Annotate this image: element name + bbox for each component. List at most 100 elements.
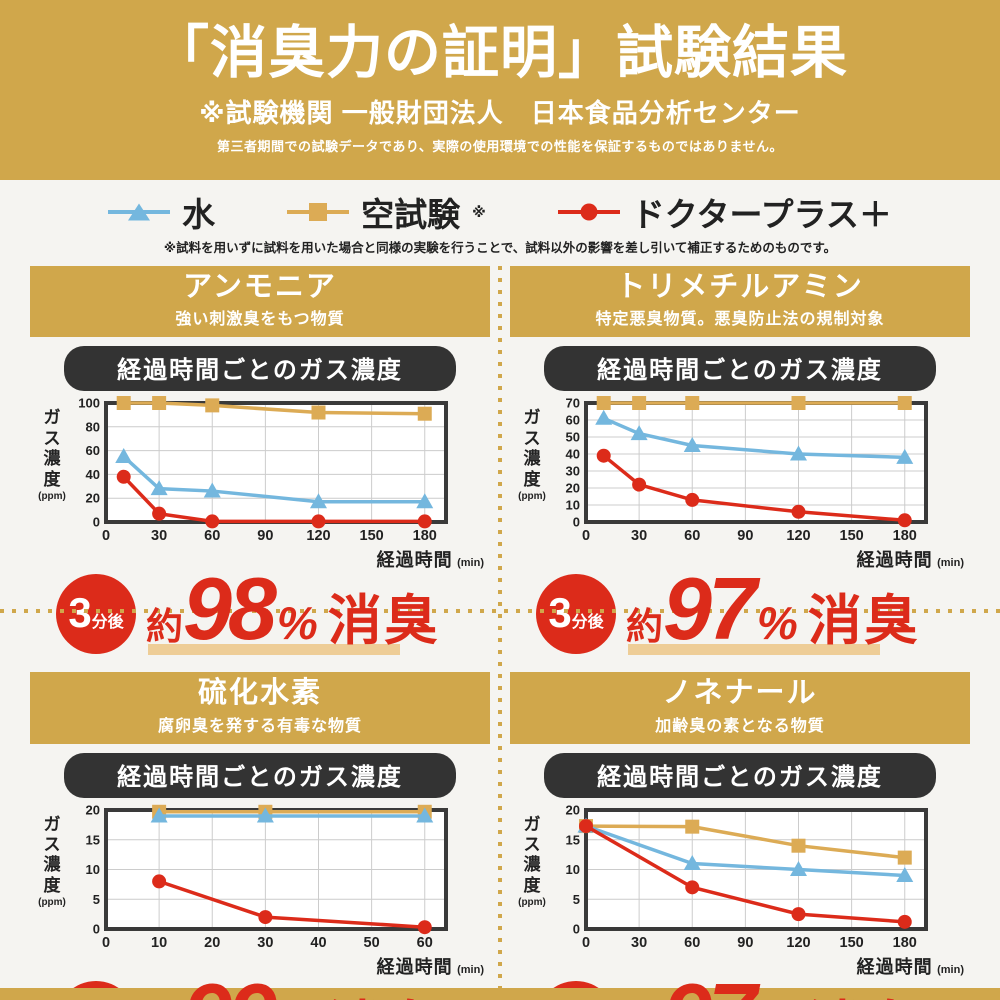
svg-text:0: 0 [102,935,110,951]
svg-text:30: 30 [151,528,167,544]
panel-grid: アンモニア 強い刺激臭をもつ物質 経過時間ごとのガス濃度 ガス濃度 (ppm) … [0,266,1000,1000]
svg-text:15: 15 [86,832,100,847]
vertical-dotted-divider [498,266,502,1000]
chart-legend: 水 空試験 ※ ドクタープラス＋ [0,190,1000,234]
percent-sign: % [276,596,318,649]
substance-name: 硫化水素 [197,677,322,710]
time-badge: 3 分後 [56,574,136,655]
svg-text:40: 40 [310,935,326,951]
approx-label: 約 [146,605,183,647]
x-axis-label: 経過時間 (min) [30,546,490,570]
svg-text:10: 10 [566,862,580,877]
svg-text:150: 150 [840,528,864,544]
svg-text:30: 30 [257,935,273,951]
svg-text:30: 30 [631,935,647,951]
testing-agency-subtitle: ※試験機関 一般財団法人 日本食品分析センター [199,97,801,128]
svg-text:0: 0 [93,515,100,530]
result-underline [148,643,400,655]
legend-label-blank-test: 空試験 [361,196,461,233]
legend-label-doctor-plus: ドクタープラス＋ [631,196,892,233]
badge-minutes: 3 [548,592,571,634]
percent-value: 97 [663,970,757,1000]
svg-text:40: 40 [86,467,100,482]
result-row-nonenal: 3 分後 約 97 % 消臭 [510,970,970,1000]
svg-text:180: 180 [413,528,437,544]
svg-text:60: 60 [684,935,700,951]
y-axis-unit: (ppm) [518,490,546,502]
svg-text:0: 0 [573,921,580,936]
approx-label: 約 [626,605,663,647]
svg-text:60: 60 [86,443,100,458]
substance-name: ノネナール [662,677,818,710]
svg-text:0: 0 [582,528,590,544]
badge-unit: 分後 [91,614,124,632]
panel-nonenal-header: ノネナール 加齢臭の素となる物質 [510,672,970,744]
line-chart-nonenal: 0 30 60 90 120 150 180 0 5 10 15 20 [566,802,928,951]
substance-description: 強い刺激臭をもつ物質 [175,311,345,329]
svg-text:60: 60 [684,528,700,544]
header-banner: 「消臭力の証明」試験結果 ※試験機関 一般財団法人 日本食品分析センター 第三者… [0,0,1000,180]
panel-trimethylamine-header: トリメチルアミン 特定悪臭物質。悪臭防止法の規制対象 [510,266,970,338]
x-axis-unit: (min) [457,963,484,976]
svg-text:10: 10 [151,935,167,951]
y-axis-label-text: ガス濃度 [43,814,61,895]
svg-text:20: 20 [204,935,220,951]
y-axis-label-text: ガス濃度 [523,814,541,895]
y-axis-label: ガス濃度 (ppm) [510,396,554,546]
svg-text:0: 0 [102,528,110,544]
svg-text:0: 0 [93,921,100,936]
deodorize-label: 消臭 [327,590,440,651]
y-axis-unit: (ppm) [38,897,66,909]
chart-title-pill: 経過時間ごとのガス濃度 [544,752,936,798]
page-title: 「消臭力の証明」試験結果 [152,21,848,85]
svg-text:120: 120 [786,935,810,951]
horizontal-dotted-divider [0,609,1000,613]
legend-item-blank-test: 空試験 ※ [287,188,486,236]
result-text: 約 99 % 消臭 [146,970,440,1000]
y-axis-label: ガス濃度 (ppm) [30,396,74,546]
substance-description: 腐卵臭を発する有毒な物質 [157,717,362,735]
legend-label-water: 水 [182,196,216,233]
x-axis-label-text: 経過時間 [376,550,453,571]
blank-test-line-swatch [287,203,350,221]
svg-text:150: 150 [360,528,384,544]
panel-trimethylamine: トリメチルアミン 特定悪臭物質。悪臭防止法の規制対象 経過時間ごとのガス濃度 ガ… [510,266,970,656]
line-chart-ammonia: 0 30 60 90 120 150 180 0 20 40 60 80 100 [78,396,448,544]
panel-nonenal: ノネナール 加齢臭の素となる物質 経過時間ごとのガス濃度 ガス濃度 (ppm) … [510,672,970,1000]
y-axis-label: ガス濃度 (ppm) [30,803,74,953]
svg-text:180: 180 [893,528,917,544]
svg-text:0: 0 [573,515,580,530]
x-axis-label: 経過時間 (min) [30,953,490,977]
badge-unit: 分後 [571,614,604,632]
substance-description: 加齢臭の素となる物質 [655,717,825,735]
panel-hydrogen-sulfide: 硫化水素 腐卵臭を発する有毒な物質 経過時間ごとのガス濃度 ガス濃度 (ppm)… [30,672,490,1000]
result-text: 約 97 % 消臭 [626,564,920,655]
water-line-swatch [108,203,171,221]
percent-value: 99 [183,970,277,1000]
y-axis-label-text: ガス濃度 [43,408,61,489]
header-disclaimer: 第三者期間での試験データであり、実際の使用環境での性能を保証するものではありませ… [217,138,783,154]
legend-item-water: 水 [108,188,215,236]
chart-title-pill: 経過時間ごとのガス濃度 [544,346,936,392]
svg-text:80: 80 [86,420,100,435]
line-chart-hydrogen-sulfide: 0 10 20 30 40 50 60 0 5 10 15 20 [86,802,448,951]
circle-marker-icon [580,203,598,221]
svg-text:30: 30 [631,528,647,544]
x-axis-unit: (min) [937,963,964,976]
svg-text:20: 20 [86,802,100,817]
svg-text:120: 120 [786,528,810,544]
svg-text:90: 90 [737,528,753,544]
result-text: 約 97 % 消臭 [626,970,920,1000]
svg-text:10: 10 [566,498,580,513]
svg-text:60: 60 [417,935,433,951]
triangle-marker-icon [128,203,151,221]
legend-item-doctor-plus: ドクタープラス＋ [557,188,892,236]
svg-text:15: 15 [566,832,580,847]
x-axis-label-text: 経過時間 [856,956,933,977]
svg-text:20: 20 [566,481,580,496]
svg-text:70: 70 [566,396,580,411]
svg-text:20: 20 [86,491,100,506]
svg-text:60: 60 [204,528,220,544]
x-axis-unit: (min) [457,557,484,570]
